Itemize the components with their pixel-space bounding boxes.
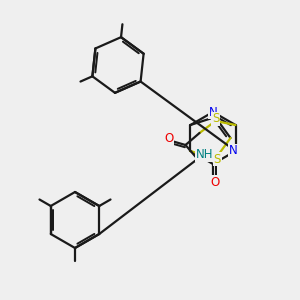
Text: O: O	[210, 176, 220, 188]
Text: S: S	[214, 152, 221, 166]
Text: S: S	[212, 112, 219, 125]
Text: N: N	[229, 145, 238, 158]
Text: N: N	[208, 106, 217, 118]
Text: NH: NH	[196, 148, 213, 161]
Text: O: O	[164, 133, 173, 146]
